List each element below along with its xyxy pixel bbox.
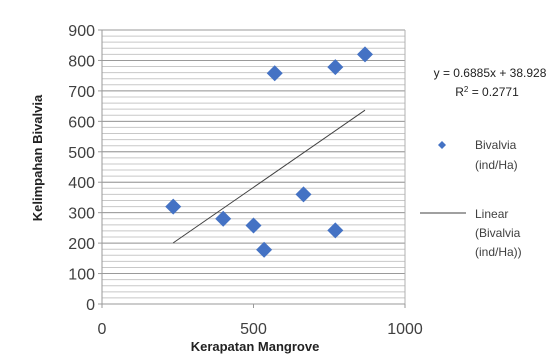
- data-point-diamond: [245, 217, 262, 234]
- trendline-equation: y = 0.6885x + 38.928 R2 = 0.2771: [434, 66, 547, 99]
- legend: Bivalvia (ind/Ha) Linear (Bivalvia (ind/Ha)): [420, 138, 522, 259]
- y-tick-label: 900: [68, 23, 95, 40]
- x-tick-label: 1000: [387, 321, 423, 338]
- data-point-diamond: [165, 198, 182, 215]
- y-tick-label: 500: [68, 145, 95, 162]
- legend-diamond-icon: [438, 141, 446, 149]
- y-tick-label: 300: [68, 206, 95, 223]
- x-axis-title: Kerapatan Mangrove: [191, 339, 320, 354]
- axes: [98, 29, 406, 308]
- y-tick-label: 600: [68, 114, 95, 131]
- legend-label-bivalvia: (ind/Ha): [475, 158, 518, 172]
- data-points: [165, 46, 374, 258]
- y-tick-label: 700: [68, 84, 95, 101]
- data-point-diamond: [327, 222, 344, 239]
- legend-label-linear: (Bivalvia: [475, 226, 521, 240]
- y-tick-label: 200: [68, 236, 95, 253]
- y-tick-label: 100: [68, 267, 95, 284]
- y-tick-label: 0: [86, 297, 95, 314]
- gridlines: [102, 29, 405, 299]
- y-axis-title: Kelimpahan Bivalvia: [30, 94, 45, 221]
- data-point-diamond: [266, 65, 283, 82]
- y-tick-label: 400: [68, 175, 95, 192]
- legend-label-bivalvia: Bivalvia: [475, 138, 517, 152]
- x-tick-label: 500: [240, 321, 267, 338]
- x-tick-labels: 0 500 1000: [98, 321, 423, 338]
- x-tick-label: 0: [98, 321, 107, 338]
- data-point-diamond: [256, 241, 273, 258]
- y-tick-label: 800: [68, 53, 95, 70]
- legend-label-linear: (ind/Ha)): [475, 245, 522, 259]
- data-point-diamond: [357, 46, 374, 63]
- data-point-diamond: [295, 186, 312, 203]
- data-point-diamond: [215, 210, 232, 227]
- r-squared-text: R2 = 0.2771: [455, 85, 519, 100]
- trendline: [172, 109, 366, 244]
- trendline-group: [172, 109, 366, 244]
- equation-text: y = 0.6885x + 38.928: [434, 66, 547, 80]
- data-point-diamond: [327, 59, 344, 76]
- y-tick-labels: 0 100 200 300 400 500 600 700 800 900: [68, 23, 95, 314]
- legend-label-linear: Linear: [475, 207, 508, 221]
